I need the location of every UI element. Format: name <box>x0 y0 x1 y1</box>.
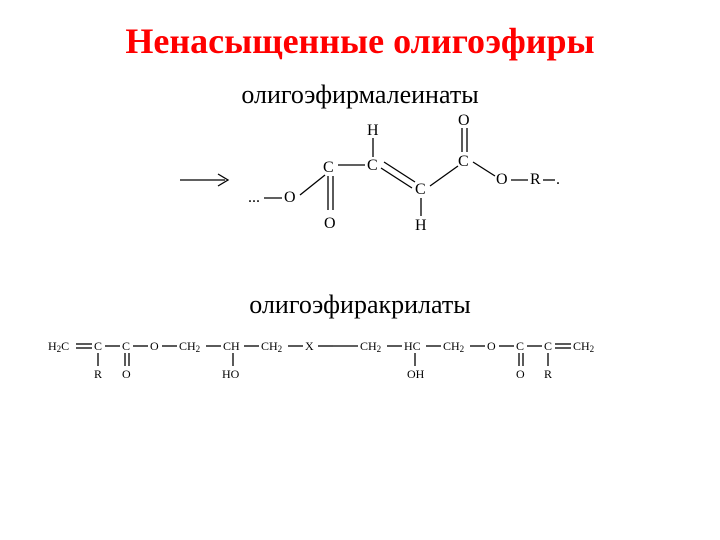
atom-C-l1: C <box>94 339 102 353</box>
atom-R-l: R <box>94 367 102 381</box>
atom-R-right: R <box>530 171 541 188</box>
atom-CH2-4: CH2 <box>443 339 464 354</box>
atom-O-mid-r: O <box>487 339 496 353</box>
structure-maleinate: ... O C O C H C H C O O R ... <box>160 110 560 250</box>
atom-H-bot: H <box>415 217 427 234</box>
atom-CH2-2: CH2 <box>261 339 282 354</box>
atom-C-l2: C <box>122 339 130 353</box>
atom-OH-r: OH <box>407 367 425 381</box>
structure-acrylate: H2C C R C O O CH2 CH HO CH2 X CH2 HC OH … <box>40 320 680 400</box>
atom-O-right: O <box>496 171 508 188</box>
atom-O-mid-l: O <box>150 339 159 353</box>
subtitle-acrylates: олигоэфиракрилаты <box>0 290 720 320</box>
atom-C-left: C <box>323 159 334 176</box>
atom-CH2-3: CH2 <box>360 339 381 354</box>
atom-HC: HC <box>404 339 421 353</box>
atom-ellipsis-left: ... <box>248 189 260 206</box>
atom-C-alkene2: C <box>415 181 426 198</box>
atom-H-top: H <box>367 122 379 139</box>
atom-CH-1: CH <box>223 339 240 353</box>
page-title: Ненасыщенные олигоэфиры <box>0 0 720 62</box>
atom-O-left: O <box>284 189 296 206</box>
atom-ellipsis-right: ... <box>556 171 560 188</box>
atom-CH2-r: CH2 <box>573 339 594 354</box>
atom-X: X <box>305 339 314 353</box>
atom-O-db-l: O <box>122 367 131 381</box>
subtitle-maleinates: олигоэфирмалеинаты <box>0 80 720 110</box>
atom-R-r: R <box>544 367 552 381</box>
atom-O-db-right: O <box>458 112 470 129</box>
atom-H2C-l: H2C <box>48 339 69 354</box>
atom-C-r2: C <box>544 339 552 353</box>
atom-HO-l: HO <box>222 367 240 381</box>
atom-O-db-left: O <box>324 215 336 232</box>
atom-C-alkene1: C <box>367 157 378 174</box>
atom-C-right: C <box>458 153 469 170</box>
atom-CH2-1: CH2 <box>179 339 200 354</box>
atom-O-db-r: O <box>516 367 525 381</box>
atom-C-r1: C <box>516 339 524 353</box>
